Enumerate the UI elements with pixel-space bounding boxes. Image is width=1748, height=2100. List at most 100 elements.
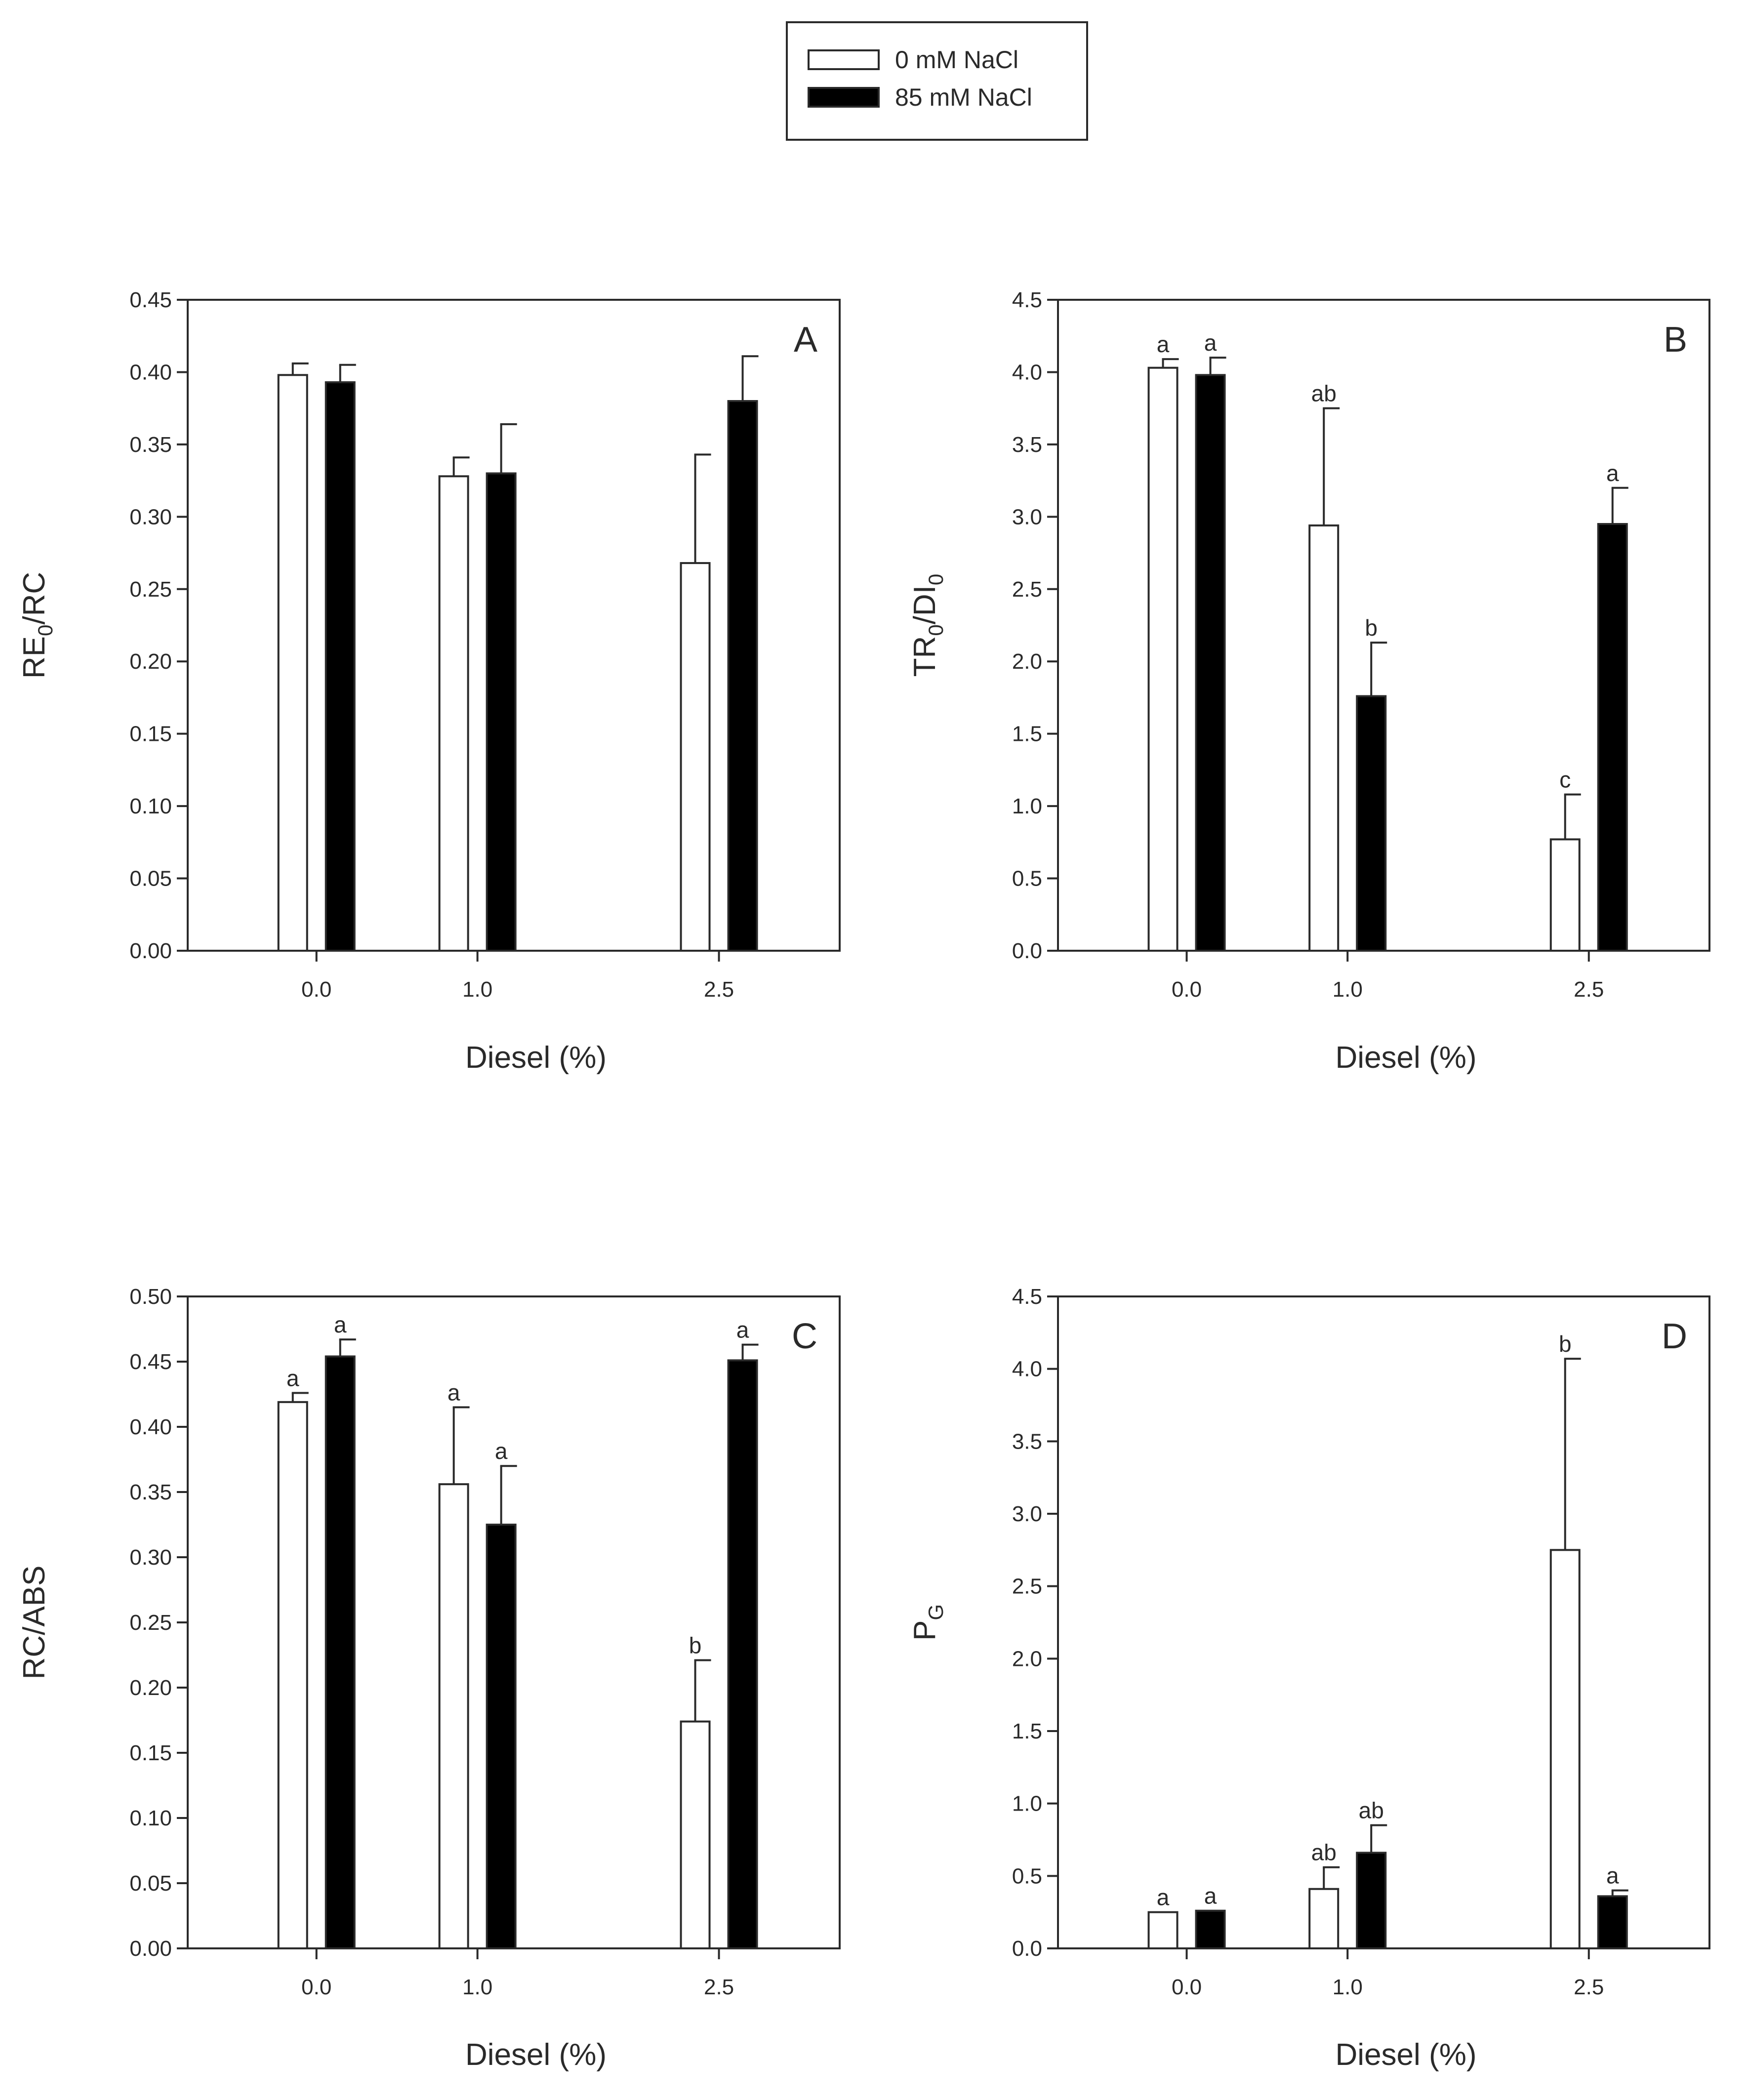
- y-title-main: RC/ABS: [17, 1566, 51, 1680]
- y-tick-label: 3.5: [1012, 1429, 1042, 1454]
- y-tick-label: 1.0: [1012, 1792, 1042, 1816]
- y-tick-label: 0.00: [129, 1937, 172, 1961]
- bar-filled: [325, 381, 356, 952]
- x-axis-title: Diesel (%): [465, 1041, 607, 1075]
- x-axis-title: Diesel (%): [1336, 1041, 1477, 1075]
- x-tick-label: 2.5: [704, 977, 734, 1002]
- panel-label: A: [794, 320, 817, 360]
- y-title-tail: /RC: [17, 572, 51, 625]
- x-tick-label: 2.5: [704, 1975, 734, 1999]
- bar-open: [1147, 1911, 1179, 1950]
- x-tick-label: 0.0: [301, 1975, 331, 1999]
- bar-open: [1549, 1549, 1581, 1949]
- y-tick-label: 4.0: [1012, 1357, 1042, 1381]
- y-tick-label: 0.15: [129, 722, 172, 746]
- bar-filled: [1356, 1852, 1387, 1949]
- bar-open: [1147, 366, 1179, 952]
- y-tick-label: 1.5: [1012, 722, 1042, 746]
- legend-frame: [786, 21, 1088, 141]
- y-tick-label: 3.0: [1012, 505, 1042, 529]
- y-tick-label: 0.0: [1012, 939, 1042, 963]
- bar-filled: [325, 1355, 356, 1949]
- x-tick-label: 1.0: [462, 977, 492, 1002]
- bar-open: [1549, 838, 1581, 952]
- y-tick-label: 0.10: [129, 794, 172, 818]
- x-tick-label: 0.0: [301, 977, 331, 1002]
- y-tick-label: 4.5: [1012, 288, 1042, 312]
- y-tick-label: 0.20: [129, 1676, 172, 1700]
- bar-open: [277, 1401, 308, 1950]
- panel-b: 0.0 0.5 1.0 1.5 2.0 2.5 3.0 3.5 4.0 4.5 0.0 1.0 2.5 a…: [908, 288, 1710, 1075]
- x-tick-label: 2.5: [1574, 1975, 1604, 1999]
- bar-filled: [727, 1359, 758, 1950]
- x-tick-label: 2.5: [1574, 977, 1604, 1002]
- y-tick-label: 2.0: [1012, 649, 1042, 674]
- bar-open: [438, 1483, 469, 1949]
- bar-open: [680, 562, 711, 952]
- y-title-main: RE: [17, 636, 51, 679]
- bar-open: [680, 1720, 711, 1949]
- x-axis-title: Diesel (%): [1336, 2038, 1477, 2072]
- significance-letter: b: [1559, 1331, 1572, 1357]
- bar-filled: [486, 472, 517, 952]
- significance-letter: a: [447, 1379, 460, 1405]
- y-tick-label: 0.5: [1012, 867, 1042, 891]
- y-tick-label: 0.35: [129, 433, 172, 457]
- bar-open: [1308, 1888, 1340, 1950]
- y-title-sub: G: [924, 1604, 947, 1620]
- panel-a: 0.000.050.100.150.200.250.300.350.400.45…: [17, 288, 841, 1075]
- y-tick-label: 0.25: [129, 577, 172, 602]
- y-title-sub: 0: [34, 625, 57, 636]
- legend-swatch-filled: [808, 87, 880, 108]
- legend-label-1: 85 mM NaCl: [895, 83, 1032, 111]
- y-tick-label: 0.30: [129, 505, 172, 529]
- y-tick-label: 0.50: [129, 1285, 172, 1309]
- significance-letter: b: [689, 1633, 702, 1658]
- significance-letter: a: [1157, 331, 1170, 357]
- panel-label: C: [792, 1317, 817, 1356]
- y-tick-label: 1.0: [1012, 794, 1042, 818]
- y-tick-label: 2.5: [1012, 577, 1042, 602]
- x-axis-title: Diesel (%): [465, 2038, 607, 2072]
- y-tick-label: 0.45: [129, 1350, 172, 1374]
- x-tick-label: 1.0: [1333, 977, 1363, 1002]
- y-tick-label: 3.5: [1012, 433, 1042, 457]
- bar-filled: [727, 400, 758, 952]
- y-tick-label: 0.05: [129, 867, 172, 891]
- legend-label-0: 0 mM NaCl: [895, 46, 1018, 74]
- legend: 0 mM NaCl 85 mM NaCl: [786, 21, 1088, 141]
- significance-letter: a: [1606, 1863, 1619, 1889]
- bar-open: [277, 374, 308, 952]
- significance-letter: a: [736, 1317, 749, 1343]
- significance-letter: a: [495, 1438, 508, 1464]
- y-tick-label: 0.40: [129, 1415, 172, 1439]
- significance-letter: a: [334, 1312, 347, 1337]
- y-tick-label: 0.35: [129, 1480, 172, 1504]
- legend-swatch-open: [808, 49, 880, 70]
- bar-open: [1308, 524, 1340, 952]
- y-tick-label: 4.0: [1012, 360, 1042, 384]
- significance-letter: ab: [1311, 381, 1337, 406]
- y-title-sub2: 0: [924, 574, 947, 585]
- y-tick-label: 3.0: [1012, 1502, 1042, 1526]
- y-axis-title: RE0/RC: [17, 572, 57, 679]
- y-title-main: TR: [908, 636, 942, 677]
- y-tick-label: 2.0: [1012, 1647, 1042, 1671]
- significance-letter: ab: [1359, 1798, 1384, 1823]
- x-tick-label: 1.0: [1333, 1975, 1363, 1999]
- y-tick-label: 0.40: [129, 360, 172, 384]
- significance-letter: a: [286, 1365, 299, 1391]
- bar-filled: [1195, 374, 1226, 952]
- significance-letter: a: [1204, 330, 1217, 356]
- y-tick-label: 0.05: [129, 1871, 172, 1896]
- plot-frame: [1057, 1295, 1710, 1949]
- y-tick-label: 0.0: [1012, 1937, 1042, 1961]
- x-tick-label: 1.0: [462, 1975, 492, 1999]
- x-tick-label: 0.0: [1172, 977, 1202, 1002]
- bar-filled: [1195, 1909, 1226, 1950]
- y-tick-label: 2.5: [1012, 1575, 1042, 1599]
- y-axis-title: RC/ABS: [17, 1566, 51, 1680]
- y-tick-label: 0.20: [129, 649, 172, 674]
- panel-c: 0.00 0.05 0.10 0.15 0.20 0.25 0.30 0.35 0.40 0.45…: [17, 1285, 841, 2072]
